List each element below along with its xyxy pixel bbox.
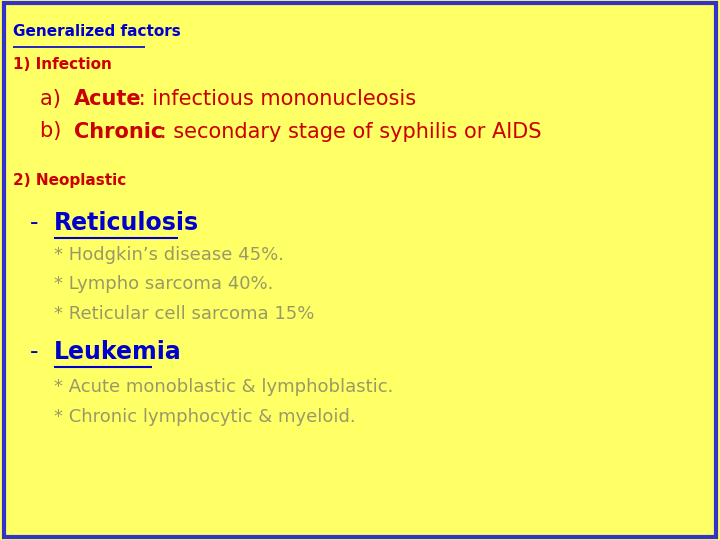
Text: b): b)	[40, 122, 74, 141]
Text: Leukemia: Leukemia	[54, 340, 181, 364]
Text: -: -	[30, 340, 39, 364]
Text: Acute: Acute	[74, 89, 142, 109]
Text: : secondary stage of syphilis or AIDS: : secondary stage of syphilis or AIDS	[153, 122, 542, 141]
FancyBboxPatch shape	[4, 3, 716, 537]
Text: a): a)	[40, 89, 73, 109]
Text: * Reticular cell sarcoma 15%: * Reticular cell sarcoma 15%	[54, 305, 315, 323]
Text: * Acute monoblastic & lymphoblastic.: * Acute monoblastic & lymphoblastic.	[54, 378, 393, 396]
Text: Reticulosis: Reticulosis	[54, 211, 199, 234]
Text: * Lympho sarcoma 40%.: * Lympho sarcoma 40%.	[54, 275, 274, 293]
Text: Generalized factors: Generalized factors	[13, 24, 181, 39]
Text: * Hodgkin’s disease 45%.: * Hodgkin’s disease 45%.	[54, 246, 284, 264]
Text: : infectious mononucleosis: : infectious mononucleosis	[132, 89, 416, 109]
Text: 1) Infection: 1) Infection	[13, 57, 112, 72]
Text: * Chronic lymphocytic & myeloid.: * Chronic lymphocytic & myeloid.	[54, 408, 356, 426]
Text: Chronic: Chronic	[74, 122, 163, 141]
Text: 2) Neoplastic: 2) Neoplastic	[13, 173, 126, 188]
Text: -: -	[30, 211, 46, 234]
